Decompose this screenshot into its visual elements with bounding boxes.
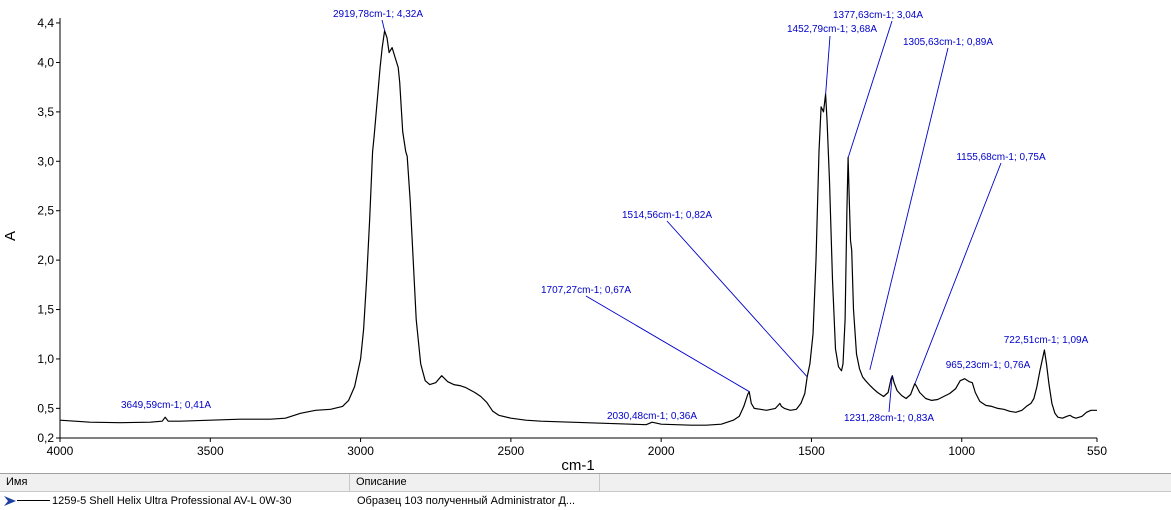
y-tick-label: 2,5 — [37, 204, 54, 218]
annotation-leader — [666, 220, 808, 378]
series-name: 1259-5 Shell Helix Ultra Professional AV… — [52, 495, 292, 507]
annotation-leader — [847, 20, 893, 158]
peak-annotation: 722,51cm-1; 1,09A — [1004, 335, 1089, 346]
y-tick-label: 4,0 — [37, 55, 54, 69]
peak-annotation: 1305,63cm-1; 0,89A — [903, 37, 993, 48]
y-tick-label: 2,0 — [37, 253, 54, 267]
x-tick-label: 1500 — [798, 444, 825, 458]
peak-annotation: 1155,68cm-1; 0,75A — [956, 152, 1046, 163]
tick-labels: 4000 3500 3000 2500 2000 1500 1000 550 0,2 0,5 1,0… — [37, 16, 1107, 458]
peak-annotation: 2919,78cm-1; 4,32A — [333, 9, 423, 20]
peak-annotation: 2030,48cm-1; 0,36A — [607, 411, 697, 422]
peak-annotation: 1707,27cm-1; 0,67A — [541, 285, 631, 296]
legend-table: Имя Описание 1259-5 Shell Helix Ultra Pr… — [0, 473, 1171, 510]
y-tick-label: 3,0 — [37, 154, 54, 168]
column-header-description[interactable]: Описание — [350, 474, 600, 491]
peak-annotation: 1231,28cm-1; 0,83A — [844, 413, 934, 424]
x-tick-label: 550 — [1087, 444, 1107, 458]
x-tick-label: 1000 — [948, 444, 975, 458]
series-line — [59, 30, 1097, 426]
peak-annotation: 3649,59cm-1; 0,41A — [121, 400, 211, 411]
y-tick-label: 1,5 — [37, 303, 54, 317]
y-axis-title: A — [2, 231, 19, 241]
annotation-leader — [888, 375, 893, 413]
peak-annotation: 965,23cm-1; 0,76A — [946, 360, 1031, 371]
annotation-layer: 3649,59cm-1; 0,41A 2919,78cm-1; 4,32A 2030… — [121, 9, 1089, 424]
annotation-leader — [381, 19, 386, 31]
annotation-leader — [869, 47, 949, 370]
column-header-name[interactable]: Имя — [0, 474, 350, 491]
series-description: Образец 103 полученный Administrator Д..… — [357, 495, 576, 507]
annotation-leader — [585, 295, 750, 392]
spectrum-chart: 3649,59cm-1; 0,41A 2919,78cm-1; 4,32A 2030… — [2, 9, 1107, 472]
y-tick-label: 3,5 — [37, 105, 54, 119]
peak-annotation: 1452,79cm-1; 3,68A — [787, 24, 877, 35]
legend-row[interactable]: 1259-5 Shell Helix Ultra Professional AV… — [0, 492, 1171, 510]
y-tick-label: 0,5 — [37, 401, 54, 415]
series-line-swatch — [17, 500, 50, 501]
x-tick-label: 2000 — [648, 444, 675, 458]
annotation-leader — [914, 162, 1002, 384]
x-axis-title: cm-1 — [561, 457, 594, 472]
legend-header: Имя Описание — [0, 474, 1171, 492]
annotation-leader — [825, 35, 831, 95]
plot-area — [59, 30, 1097, 426]
x-tick-label: 3000 — [347, 444, 374, 458]
y-tick-label: 0,2 — [37, 431, 54, 445]
axes — [59, 18, 1097, 439]
peak-annotation: 1377,63cm-1; 3,04A — [833, 10, 923, 21]
y-tick-label: 4,4 — [37, 16, 54, 30]
x-tick-label: 4000 — [47, 444, 74, 458]
x-tick-label: 2500 — [498, 444, 525, 458]
peak-annotation: 1514,56cm-1; 0,82A — [622, 210, 712, 221]
row-pointer-icon — [4, 496, 16, 506]
x-tick-label: 3500 — [197, 444, 224, 458]
y-tick-label: 1,0 — [37, 352, 54, 366]
